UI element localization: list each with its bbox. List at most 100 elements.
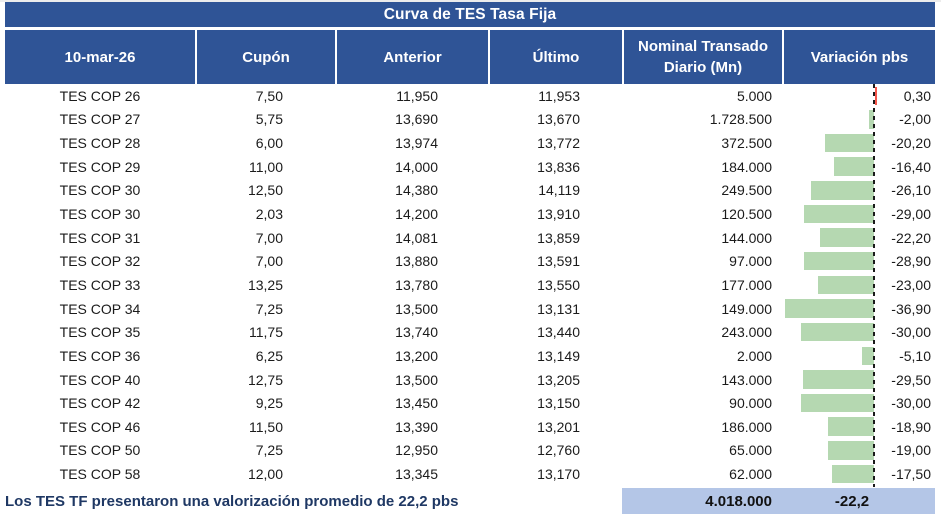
variation-databar xyxy=(801,322,874,342)
table-row: TES COP 27 5,75 13,690 13,670 1.728.500 … xyxy=(0,108,941,132)
bond-name: TES COP 27 xyxy=(59,111,141,128)
footer-note: Los TES TF presentaron una valorización … xyxy=(5,492,459,510)
variacion-cell: -16,40 xyxy=(783,155,935,179)
ultimo-value: 13,131 xyxy=(537,300,580,317)
variacion-value: -23,00 xyxy=(891,276,931,293)
ultimo-value: 13,440 xyxy=(537,324,580,341)
nominal-value: 62.000 xyxy=(729,466,772,483)
bond-name: TES COP 32 xyxy=(59,253,141,270)
variation-databar xyxy=(810,181,874,200)
variation-databar xyxy=(820,228,874,247)
variation-zero-axis-line xyxy=(873,84,875,487)
variacion-value: -30,00 xyxy=(891,324,931,341)
cupon-value: 12,50 xyxy=(247,182,283,199)
ultimo-value: 13,149 xyxy=(537,347,580,364)
anterior-value: 13,690 xyxy=(395,111,438,128)
ultimo-value: 12,760 xyxy=(537,442,580,459)
anterior-value: 11,950 xyxy=(396,87,438,104)
variation-databar xyxy=(818,275,874,295)
variacion-cell: -29,50 xyxy=(783,368,935,392)
ultimo-value: 13,205 xyxy=(537,371,580,388)
cupon-value: 12,00 xyxy=(247,466,283,483)
ultimo-value: 14,119 xyxy=(538,182,580,199)
variation-databar xyxy=(803,204,874,224)
variacion-cell: -29,00 xyxy=(783,202,935,226)
anterior-value: 13,200 xyxy=(395,347,438,364)
nominal-value: 2.000 xyxy=(736,347,772,364)
anterior-value: 13,500 xyxy=(395,371,438,388)
nominal-value: 372.500 xyxy=(721,135,772,152)
ultimo-value: 13,772 xyxy=(537,135,580,152)
window-edge-strip xyxy=(0,0,941,2)
table-row: TES COP 58 12,00 13,345 13,170 62.000 -1… xyxy=(0,462,941,486)
nominal-value: 249.500 xyxy=(721,182,772,199)
summary-variacion-promedio: -22,2 xyxy=(834,492,870,510)
variation-databar xyxy=(825,133,874,153)
variacion-cell: -20,20 xyxy=(783,131,935,155)
variacion-cell: -18,90 xyxy=(783,415,935,439)
variacion-value: -20,20 xyxy=(891,135,931,152)
anterior-value: 14,200 xyxy=(395,206,438,223)
ultimo-value: 11,953 xyxy=(538,87,580,104)
anterior-value: 14,380 xyxy=(395,182,438,199)
variation-databar xyxy=(875,86,877,105)
table-row: TES COP 36 6,25 13,200 13,149 2.000 -5,1… xyxy=(0,344,941,368)
cupon-value: 7,25 xyxy=(255,442,283,459)
variation-databar xyxy=(869,110,874,129)
bond-name: TES COP 30 xyxy=(59,182,141,199)
anterior-value: 13,780 xyxy=(395,276,438,293)
ultimo-value: 13,201 xyxy=(537,418,580,435)
bond-name: TES COP 42 xyxy=(59,395,141,412)
ultimo-value: 13,836 xyxy=(537,158,580,175)
table-row: TES COP 42 9,25 13,450 13,150 90.000 -30… xyxy=(0,391,941,415)
cupon-value: 7,50 xyxy=(255,87,283,104)
variacion-value: -2,00 xyxy=(899,111,931,128)
column-header-nominal: Nominal Transado Diario (Mn) xyxy=(624,30,782,84)
variacion-cell: -5,10 xyxy=(783,344,935,368)
variacion-value: -29,50 xyxy=(891,371,931,388)
nominal-value: 184.000 xyxy=(721,158,772,175)
variation-databar xyxy=(828,417,874,436)
cupon-value: 6,25 xyxy=(255,347,283,364)
table-row: TES COP 46 11,50 13,390 13,201 186.000 -… xyxy=(0,415,941,439)
variacion-cell: -30,00 xyxy=(783,320,935,344)
nominal-value: 149.000 xyxy=(721,300,772,317)
variation-databar xyxy=(802,370,874,389)
cupon-value: 6,00 xyxy=(255,135,283,152)
variacion-cell: -22,20 xyxy=(783,226,935,250)
variation-databar xyxy=(784,299,874,318)
table-body: TES COP 26 7,50 11,950 11,953 5.000 0,30… xyxy=(0,84,941,486)
table-row: TES COP 32 7,00 13,880 13,591 97.000 -28… xyxy=(0,249,941,273)
nominal-value: 65.000 xyxy=(729,442,772,459)
table-row: TES COP 34 7,25 13,500 13,131 149.000 -3… xyxy=(0,297,941,321)
nominal-value: 243.000 xyxy=(721,324,772,341)
summary-nominal-total: 4.018.000 xyxy=(705,492,772,510)
variacion-value: -17,50 xyxy=(891,466,931,483)
table-row: TES COP 30 12,50 14,380 14,119 249.500 -… xyxy=(0,179,941,203)
bond-name: TES COP 36 xyxy=(59,347,141,364)
bond-name: TES COP 50 xyxy=(59,442,141,459)
ultimo-value: 13,150 xyxy=(537,395,580,412)
variacion-value: -19,00 xyxy=(891,442,931,459)
bond-name: TES COP 35 xyxy=(59,324,141,341)
bond-name: TES COP 28 xyxy=(59,135,141,152)
cupon-value: 9,25 xyxy=(255,395,283,412)
cupon-value: 7,00 xyxy=(255,253,283,270)
nominal-value: 90.000 xyxy=(729,395,772,412)
cupon-value: 11,50 xyxy=(249,418,283,435)
variacion-value: -18,90 xyxy=(891,418,931,435)
variacion-value: -5,10 xyxy=(899,347,931,364)
variacion-cell: -19,00 xyxy=(783,439,935,463)
cupon-value: 11,75 xyxy=(249,324,283,341)
anterior-value: 14,081 xyxy=(395,229,438,246)
bond-name: TES COP 33 xyxy=(59,276,141,293)
variacion-cell: -30,00 xyxy=(783,391,935,415)
variacion-value: 0,30 xyxy=(903,87,931,104)
nominal-value: 120.500 xyxy=(721,206,772,223)
table-row: TES COP 30 2,03 14,200 13,910 120.500 -2… xyxy=(0,202,941,226)
nominal-value: 186.000 xyxy=(721,418,772,435)
nominal-value: 177.000 xyxy=(721,276,772,293)
variacion-cell: -26,10 xyxy=(783,179,935,203)
nominal-value: 143.000 xyxy=(721,371,772,388)
